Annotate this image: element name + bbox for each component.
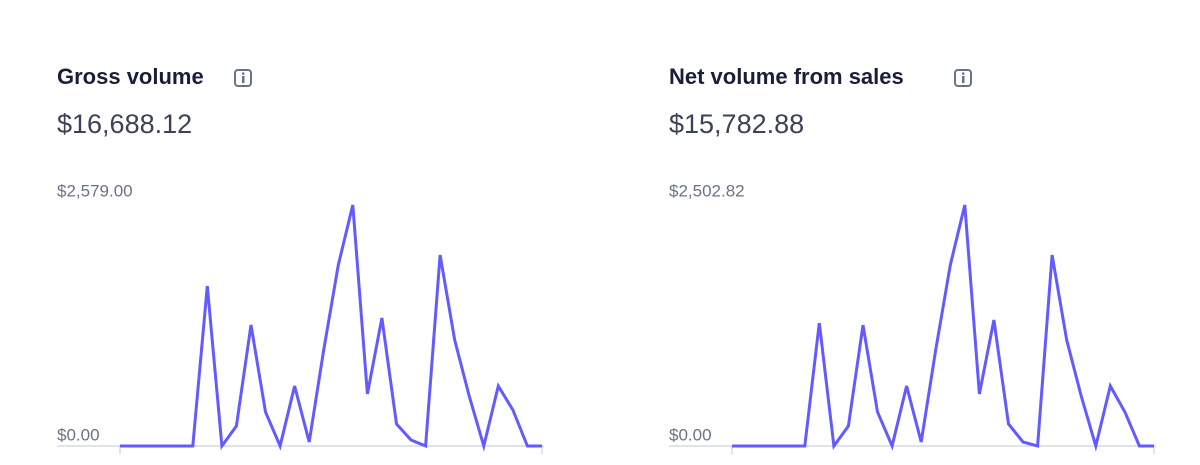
y-tick-label: $0.00 bbox=[669, 425, 712, 444]
y-tick-label: $2,502.82 bbox=[669, 181, 745, 200]
y-tick-label: $0.00 bbox=[57, 425, 100, 444]
info-icon-stem bbox=[962, 76, 965, 83]
series-line bbox=[120, 205, 542, 446]
panel-total: $15,782.88 bbox=[669, 109, 804, 139]
panel: Gross volume $16,688.12 bbox=[57, 64, 251, 139]
info-icon-stem bbox=[242, 76, 245, 83]
y-tick-label: $2,579.00 bbox=[57, 181, 133, 200]
series-line bbox=[732, 205, 1154, 446]
panel-total: $16,688.12 bbox=[57, 109, 192, 139]
info-icon[interactable] bbox=[235, 70, 251, 86]
info-icon-dot bbox=[962, 72, 965, 75]
info-icon[interactable] bbox=[955, 70, 971, 86]
info-icon-dot bbox=[242, 72, 245, 75]
panel-title: Net volume from sales bbox=[669, 64, 904, 89]
panel-title: Gross volume bbox=[57, 64, 204, 89]
panel: Net volume from sales $15,782.88 bbox=[669, 64, 971, 139]
